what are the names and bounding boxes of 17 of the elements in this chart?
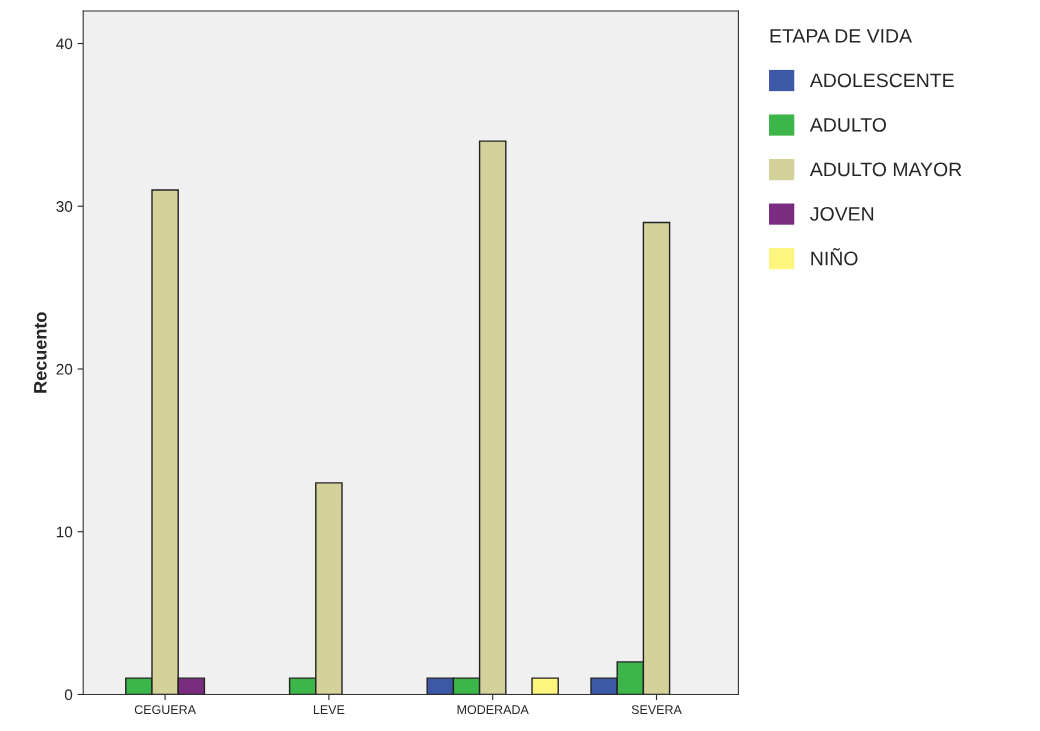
x-tick-label: MODERADA	[457, 705, 529, 715]
x-tick-label: CEGUERA	[134, 705, 196, 715]
legend-title: ETAPA DE VIDA	[770, 29, 912, 43]
legend-label: ADULTO	[809, 117, 886, 132]
legend-label: ADOLESCENTE	[809, 73, 954, 88]
x-tick-label: LEVE	[313, 705, 345, 714]
y-tick-label: 10	[56, 526, 73, 538]
y-axis-title: Recuento	[34, 312, 47, 393]
legend-label: JOVEN	[810, 207, 874, 221]
legend-label: ADULTO MAYOR	[809, 162, 962, 177]
x-tick-label: SEVERA	[631, 705, 682, 715]
y-tick-label: 40	[56, 38, 73, 50]
y-tick-label: 20	[56, 363, 73, 375]
y-tick-label: 0	[64, 689, 73, 701]
y-tick-label: 30	[56, 201, 73, 212]
bar	[531, 677, 559, 695]
legend-label: NIÑO	[811, 248, 858, 266]
